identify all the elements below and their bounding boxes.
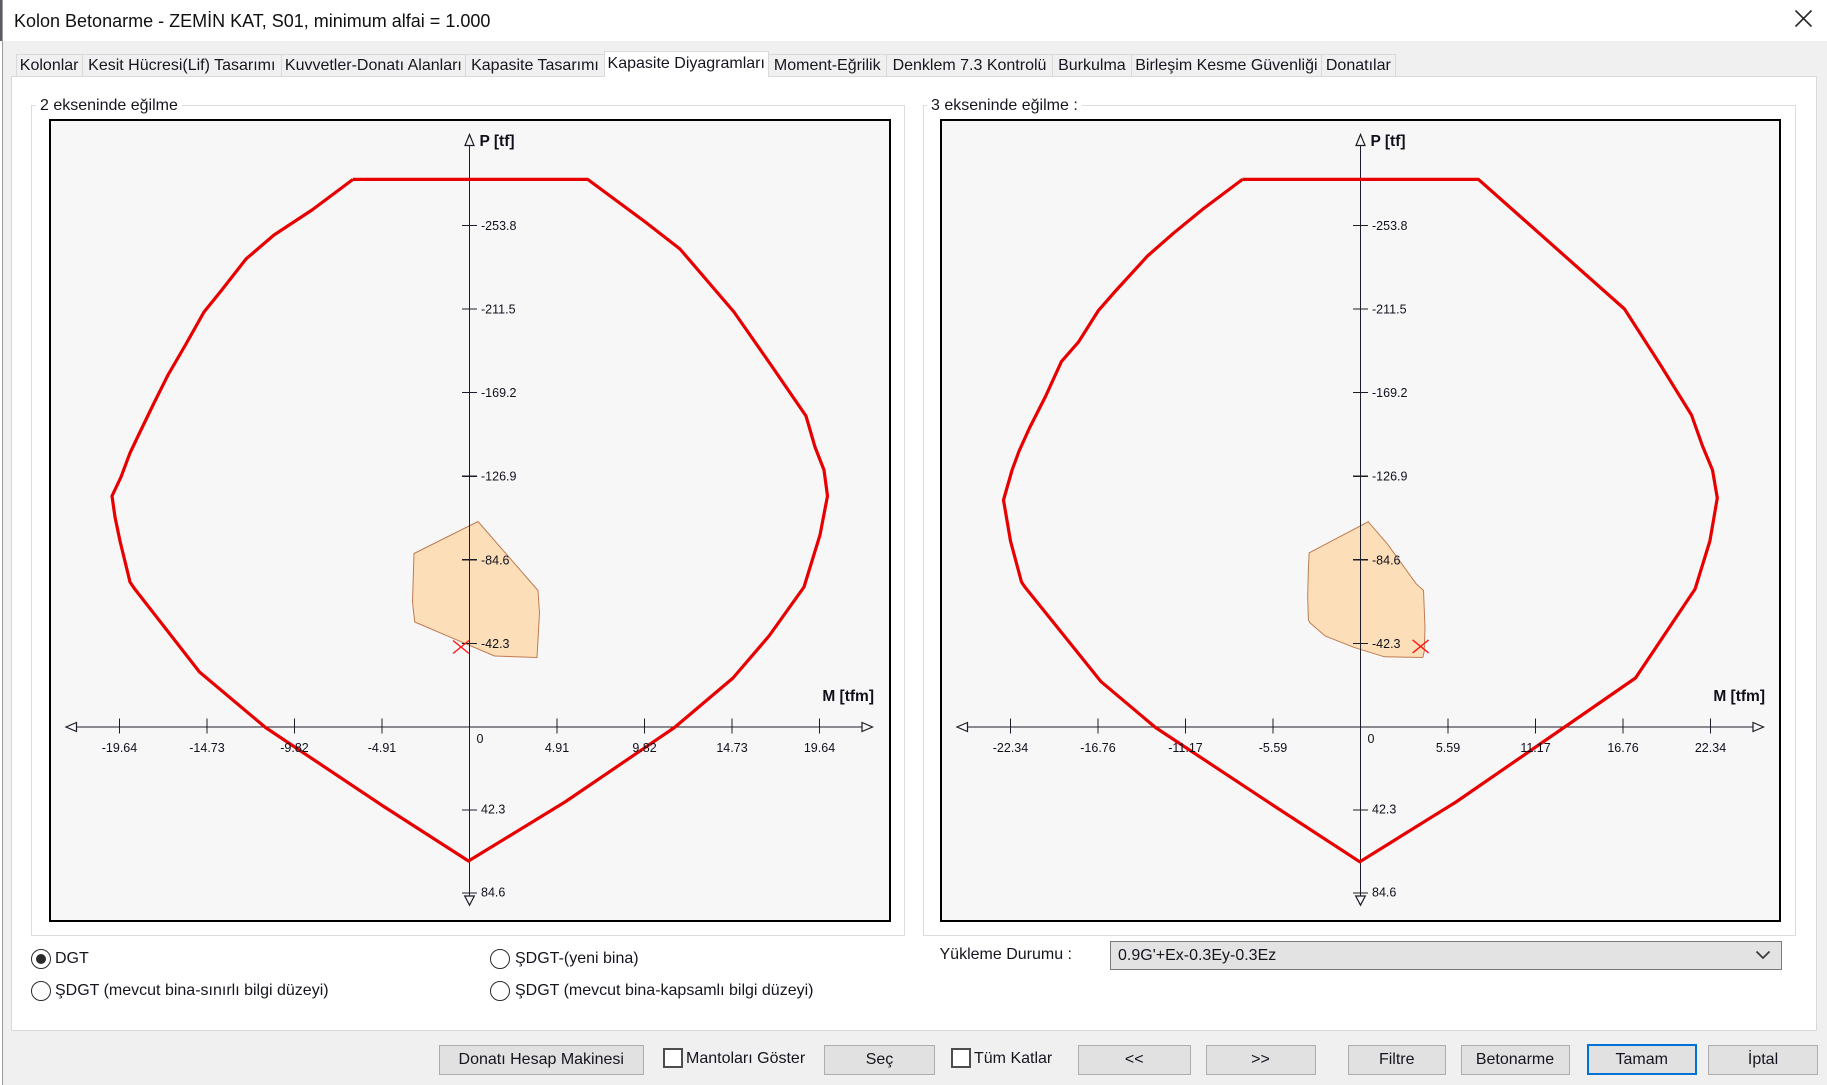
svg-text:9.82: 9.82 [632, 741, 656, 755]
svg-text:0: 0 [1368, 732, 1375, 746]
svg-text:-22.34: -22.34 [993, 741, 1028, 755]
svg-text:16.76: 16.76 [1607, 741, 1638, 755]
svg-text:84.6: 84.6 [1372, 886, 1396, 900]
svg-text:0: 0 [477, 732, 484, 746]
svg-text:14.73: 14.73 [716, 741, 747, 755]
svg-text:19.64: 19.64 [804, 741, 835, 755]
svg-text:-211.5: -211.5 [481, 303, 516, 317]
svg-text:-14.73: -14.73 [189, 741, 224, 755]
svg-text:-211.5: -211.5 [1372, 303, 1407, 317]
svg-text:-9.82: -9.82 [280, 741, 309, 755]
svg-text:M [tfm]: M [tfm] [822, 688, 874, 705]
svg-text:11.17: 11.17 [1520, 741, 1550, 755]
svg-text:-84.6: -84.6 [481, 553, 510, 567]
svg-text:5.59: 5.59 [1436, 741, 1460, 755]
svg-text:84.6: 84.6 [481, 886, 505, 900]
svg-text:-126.9: -126.9 [481, 470, 516, 484]
svg-text:-169.2: -169.2 [481, 386, 516, 400]
svg-text:42.3: 42.3 [481, 803, 505, 817]
svg-text:-253.8: -253.8 [1372, 219, 1407, 233]
svg-text:-4.91: -4.91 [368, 741, 397, 755]
svg-text:-84.6: -84.6 [1372, 553, 1401, 567]
svg-text:42.3: 42.3 [1372, 803, 1396, 817]
svg-text:P [tf]: P [tf] [480, 133, 515, 150]
svg-text:4.91: 4.91 [545, 741, 569, 755]
svg-text:-16.76: -16.76 [1080, 741, 1115, 755]
svg-text:22.34: 22.34 [1695, 741, 1726, 755]
svg-text:-169.2: -169.2 [1372, 386, 1407, 400]
svg-text:-11.17: -11.17 [1168, 741, 1203, 755]
svg-text:-5.59: -5.59 [1259, 741, 1288, 755]
svg-text:M [tfm]: M [tfm] [1713, 688, 1765, 705]
svg-text:-19.64: -19.64 [102, 741, 137, 755]
svg-text:-126.9: -126.9 [1372, 470, 1407, 484]
svg-text:-253.8: -253.8 [481, 219, 516, 233]
svg-text:-42.3: -42.3 [481, 637, 510, 651]
svg-text:-42.3: -42.3 [1372, 637, 1401, 651]
svg-text:P [tf]: P [tf] [1371, 133, 1406, 150]
